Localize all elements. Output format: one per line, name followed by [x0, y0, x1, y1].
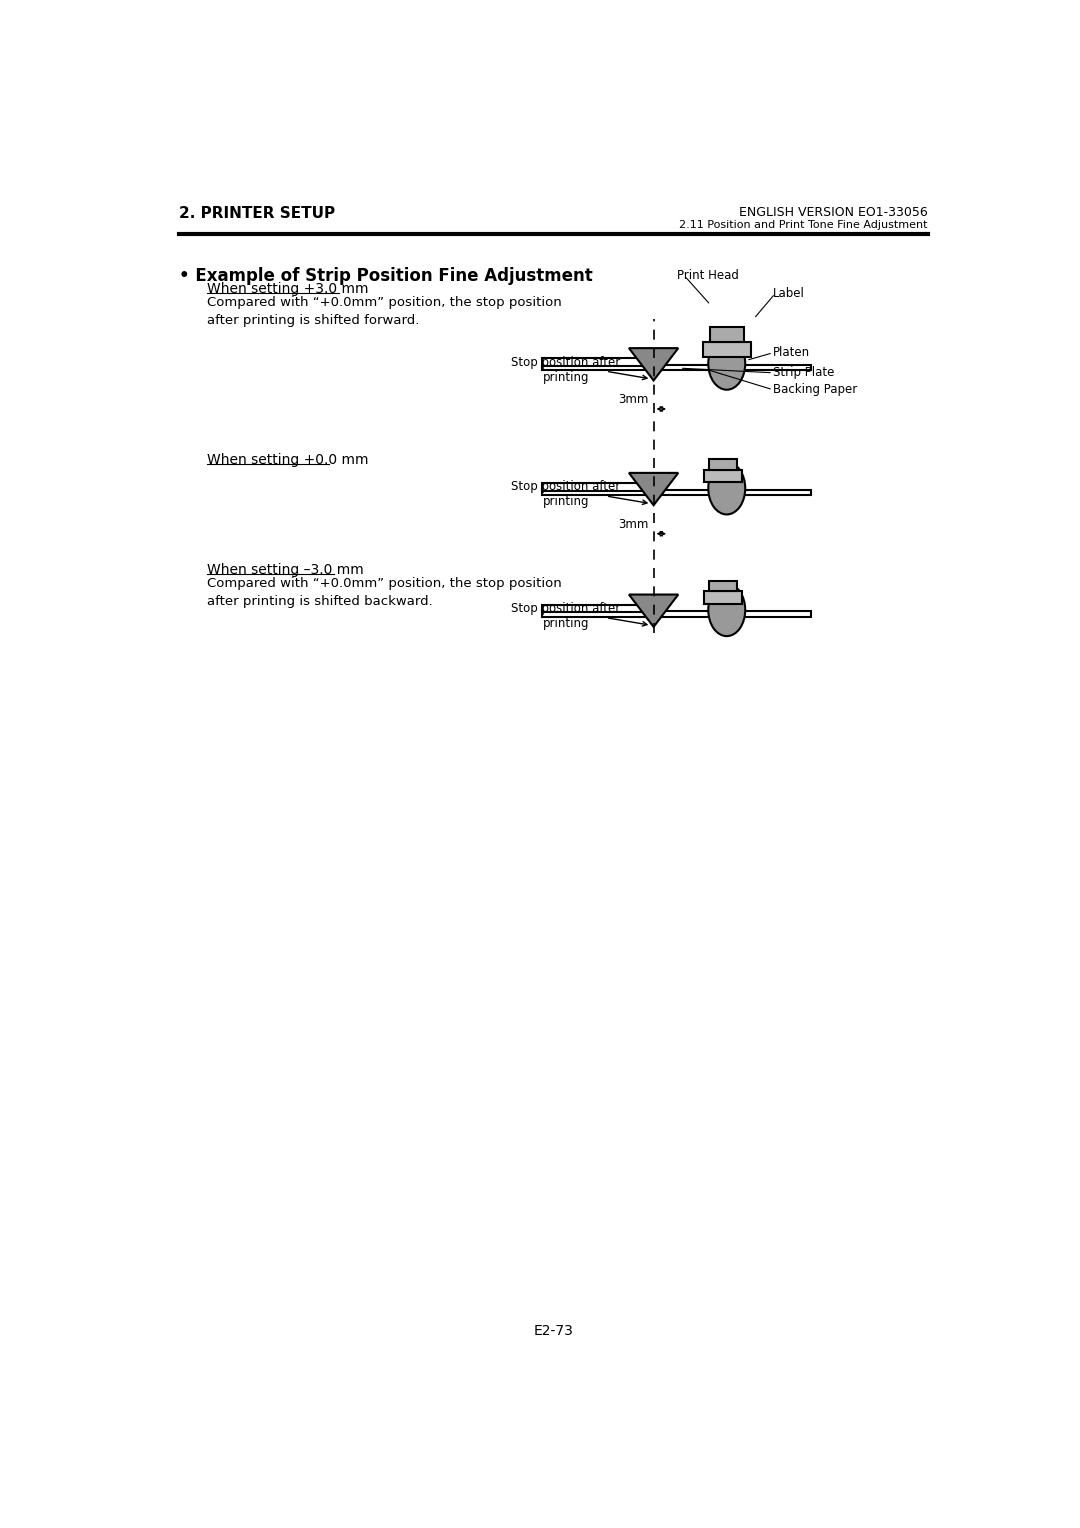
Text: Platen: Platen — [773, 347, 810, 359]
Polygon shape — [629, 594, 678, 626]
Ellipse shape — [708, 461, 745, 515]
Bar — [704, 591, 742, 604]
Text: 3mm: 3mm — [619, 393, 649, 406]
Polygon shape — [629, 472, 678, 506]
Text: Stop position after
printing: Stop position after printing — [511, 602, 620, 630]
Bar — [542, 490, 811, 495]
Bar — [710, 458, 737, 469]
Text: When setting +3.0 mm: When setting +3.0 mm — [207, 283, 368, 296]
Bar — [542, 611, 811, 617]
Text: ENGLISH VERSION EO1-33056: ENGLISH VERSION EO1-33056 — [739, 206, 928, 220]
Bar — [710, 327, 744, 342]
Text: Stop position after
printing: Stop position after printing — [511, 356, 620, 384]
Text: Compared with “+0.0mm” position, the stop position
after printing is shifted for: Compared with “+0.0mm” position, the sto… — [207, 296, 562, 327]
Text: 2.11 Position and Print Tone Fine Adjustment: 2.11 Position and Print Tone Fine Adjust… — [679, 220, 928, 231]
Text: Print Head: Print Head — [677, 269, 739, 283]
Text: When setting +0.0 mm: When setting +0.0 mm — [207, 452, 368, 468]
Text: Strip Plate: Strip Plate — [773, 367, 835, 379]
Text: When setting –3.0 mm: When setting –3.0 mm — [207, 562, 364, 578]
Text: Label: Label — [773, 287, 805, 299]
Polygon shape — [629, 348, 678, 380]
Bar — [704, 469, 742, 483]
Text: 3mm: 3mm — [619, 518, 649, 530]
Bar — [542, 605, 647, 613]
Bar — [542, 365, 811, 370]
Bar — [710, 581, 737, 591]
Text: Stop position after
printing: Stop position after printing — [511, 480, 620, 509]
Text: E2-73: E2-73 — [534, 1325, 573, 1339]
Text: • Example of Strip Position Fine Adjustment: • Example of Strip Position Fine Adjustm… — [179, 266, 593, 284]
Bar — [542, 483, 647, 490]
Ellipse shape — [708, 584, 745, 636]
Bar — [542, 358, 647, 365]
Bar — [703, 342, 751, 358]
Text: Compared with “+0.0mm” position, the stop position
after printing is shifted bac: Compared with “+0.0mm” position, the sto… — [207, 578, 562, 608]
Text: Backing Paper: Backing Paper — [773, 384, 858, 396]
Ellipse shape — [708, 338, 745, 390]
Text: 2. PRINTER SETUP: 2. PRINTER SETUP — [179, 206, 336, 222]
